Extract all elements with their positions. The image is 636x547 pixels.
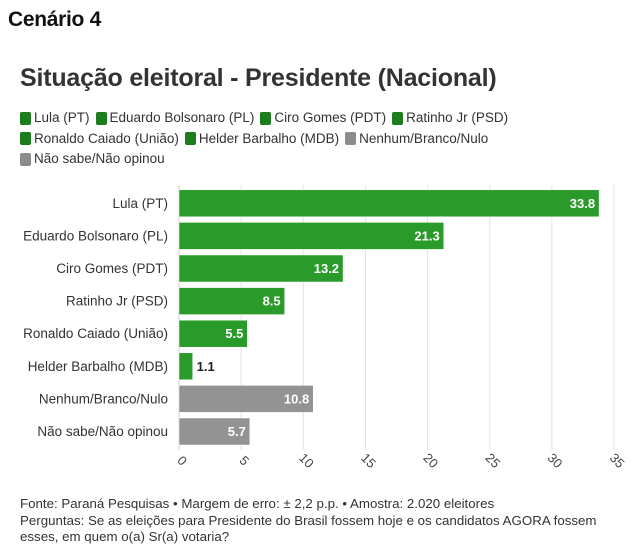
footer-question: Perguntas: Se as eleições para President… <box>20 512 597 545</box>
category-label: Ciro Gomes (PDT) <box>56 261 168 276</box>
footer-source: Fonte: Paraná Pesquisas • Margem de erro… <box>20 496 495 511</box>
value-label: 33.8 <box>570 196 595 211</box>
bar <box>178 352 193 381</box>
legend-swatch <box>20 152 31 166</box>
legend-label: Ciro Gomes (PDT) <box>274 110 387 125</box>
value-label: 5.7 <box>228 424 246 439</box>
legend-label: Lula (PT) <box>34 110 90 125</box>
legend-label: Ronaldo Caiado (União) <box>34 130 179 146</box>
x-tick-label: 30 <box>545 450 566 471</box>
value-label: 8.5 <box>263 294 281 309</box>
bar <box>178 417 251 446</box>
category-label: Ratinho Jr (PSD) <box>66 294 168 309</box>
category-label: Nenhum/Branco/Nulo <box>39 391 168 406</box>
legend-label: Nenhum/Branco/Nulo <box>359 130 489 146</box>
category-label: Eduardo Bolsonaro (PL) <box>23 228 168 243</box>
bar <box>178 189 600 218</box>
x-tick-label: 25 <box>482 450 503 471</box>
legend-swatch <box>392 111 404 125</box>
legend-item: Ronaldo Caiado (União) <box>20 130 179 148</box>
chart-legend: Lula (PT) Eduardo Bolsonaro (PL) Ciro Gome… <box>20 109 620 171</box>
bar <box>178 319 248 348</box>
chart-title: Situação eleitoral - Presidente (Naciona… <box>20 64 497 92</box>
chart-footer: Fonte: Paraná Pesquisas • Margem de erro… <box>20 496 630 546</box>
x-tick-label: 20 <box>420 450 441 471</box>
legend-item: Eduardo Bolsonaro (PL) <box>95 109 255 127</box>
legend-label: Helder Barbalho (MDB) <box>198 130 340 146</box>
legend-item: Ciro Gomes (PDT) <box>260 109 386 127</box>
bar <box>178 254 344 283</box>
legend-swatch <box>260 111 272 125</box>
bar <box>178 222 444 250</box>
category-label: Lula (PT) <box>112 196 168 211</box>
x-tick-label: 10 <box>296 450 317 471</box>
value-label: 21.3 <box>414 228 439 243</box>
legend-item: Lula (PT) <box>20 109 90 127</box>
scenario-label: Cenário 4 <box>8 8 101 31</box>
legend-swatch <box>95 111 107 125</box>
legend-label: Eduardo Bolsonaro (PL) <box>109 110 255 125</box>
legend-swatch <box>20 111 31 125</box>
x-tick-label: 0 <box>174 453 190 469</box>
legend-swatch <box>184 132 196 145</box>
bar <box>178 287 285 315</box>
bar-chart: Lula (PT) 33.8 Eduardo Bolsonaro (PL) 21.3 C… <box>23 185 628 471</box>
legend-swatch <box>20 132 31 145</box>
category-label: Helder Barbalho (MDB) <box>28 359 168 374</box>
x-tick-label: 35 <box>607 450 628 471</box>
category-label: Não sabe/Não opinou <box>37 424 168 439</box>
legend-item: Nenhum/Branco/Nulo <box>345 130 488 148</box>
x-tick-label: 15 <box>358 450 379 471</box>
legend-item: Ratinho Jr (PSD) <box>392 109 508 127</box>
value-label: 13.2 <box>314 261 339 276</box>
category-label: Ronaldo Caiado (União) <box>23 326 168 341</box>
legend-label: Não sabe/Não opinou <box>34 151 165 166</box>
bar <box>178 385 314 413</box>
legend-label: Ratinho Jr (PSD) <box>406 110 509 125</box>
x-tick-label: 5 <box>236 453 252 469</box>
value-label: 5.5 <box>225 326 243 341</box>
legend-swatch <box>345 132 357 145</box>
legend-item: Helder Barbalho (MDB) <box>184 130 340 148</box>
legend-item: Não sabe/Não opinou <box>20 150 165 168</box>
value-label: 10.8 <box>284 391 309 406</box>
value-label: 1.1 <box>197 359 215 374</box>
